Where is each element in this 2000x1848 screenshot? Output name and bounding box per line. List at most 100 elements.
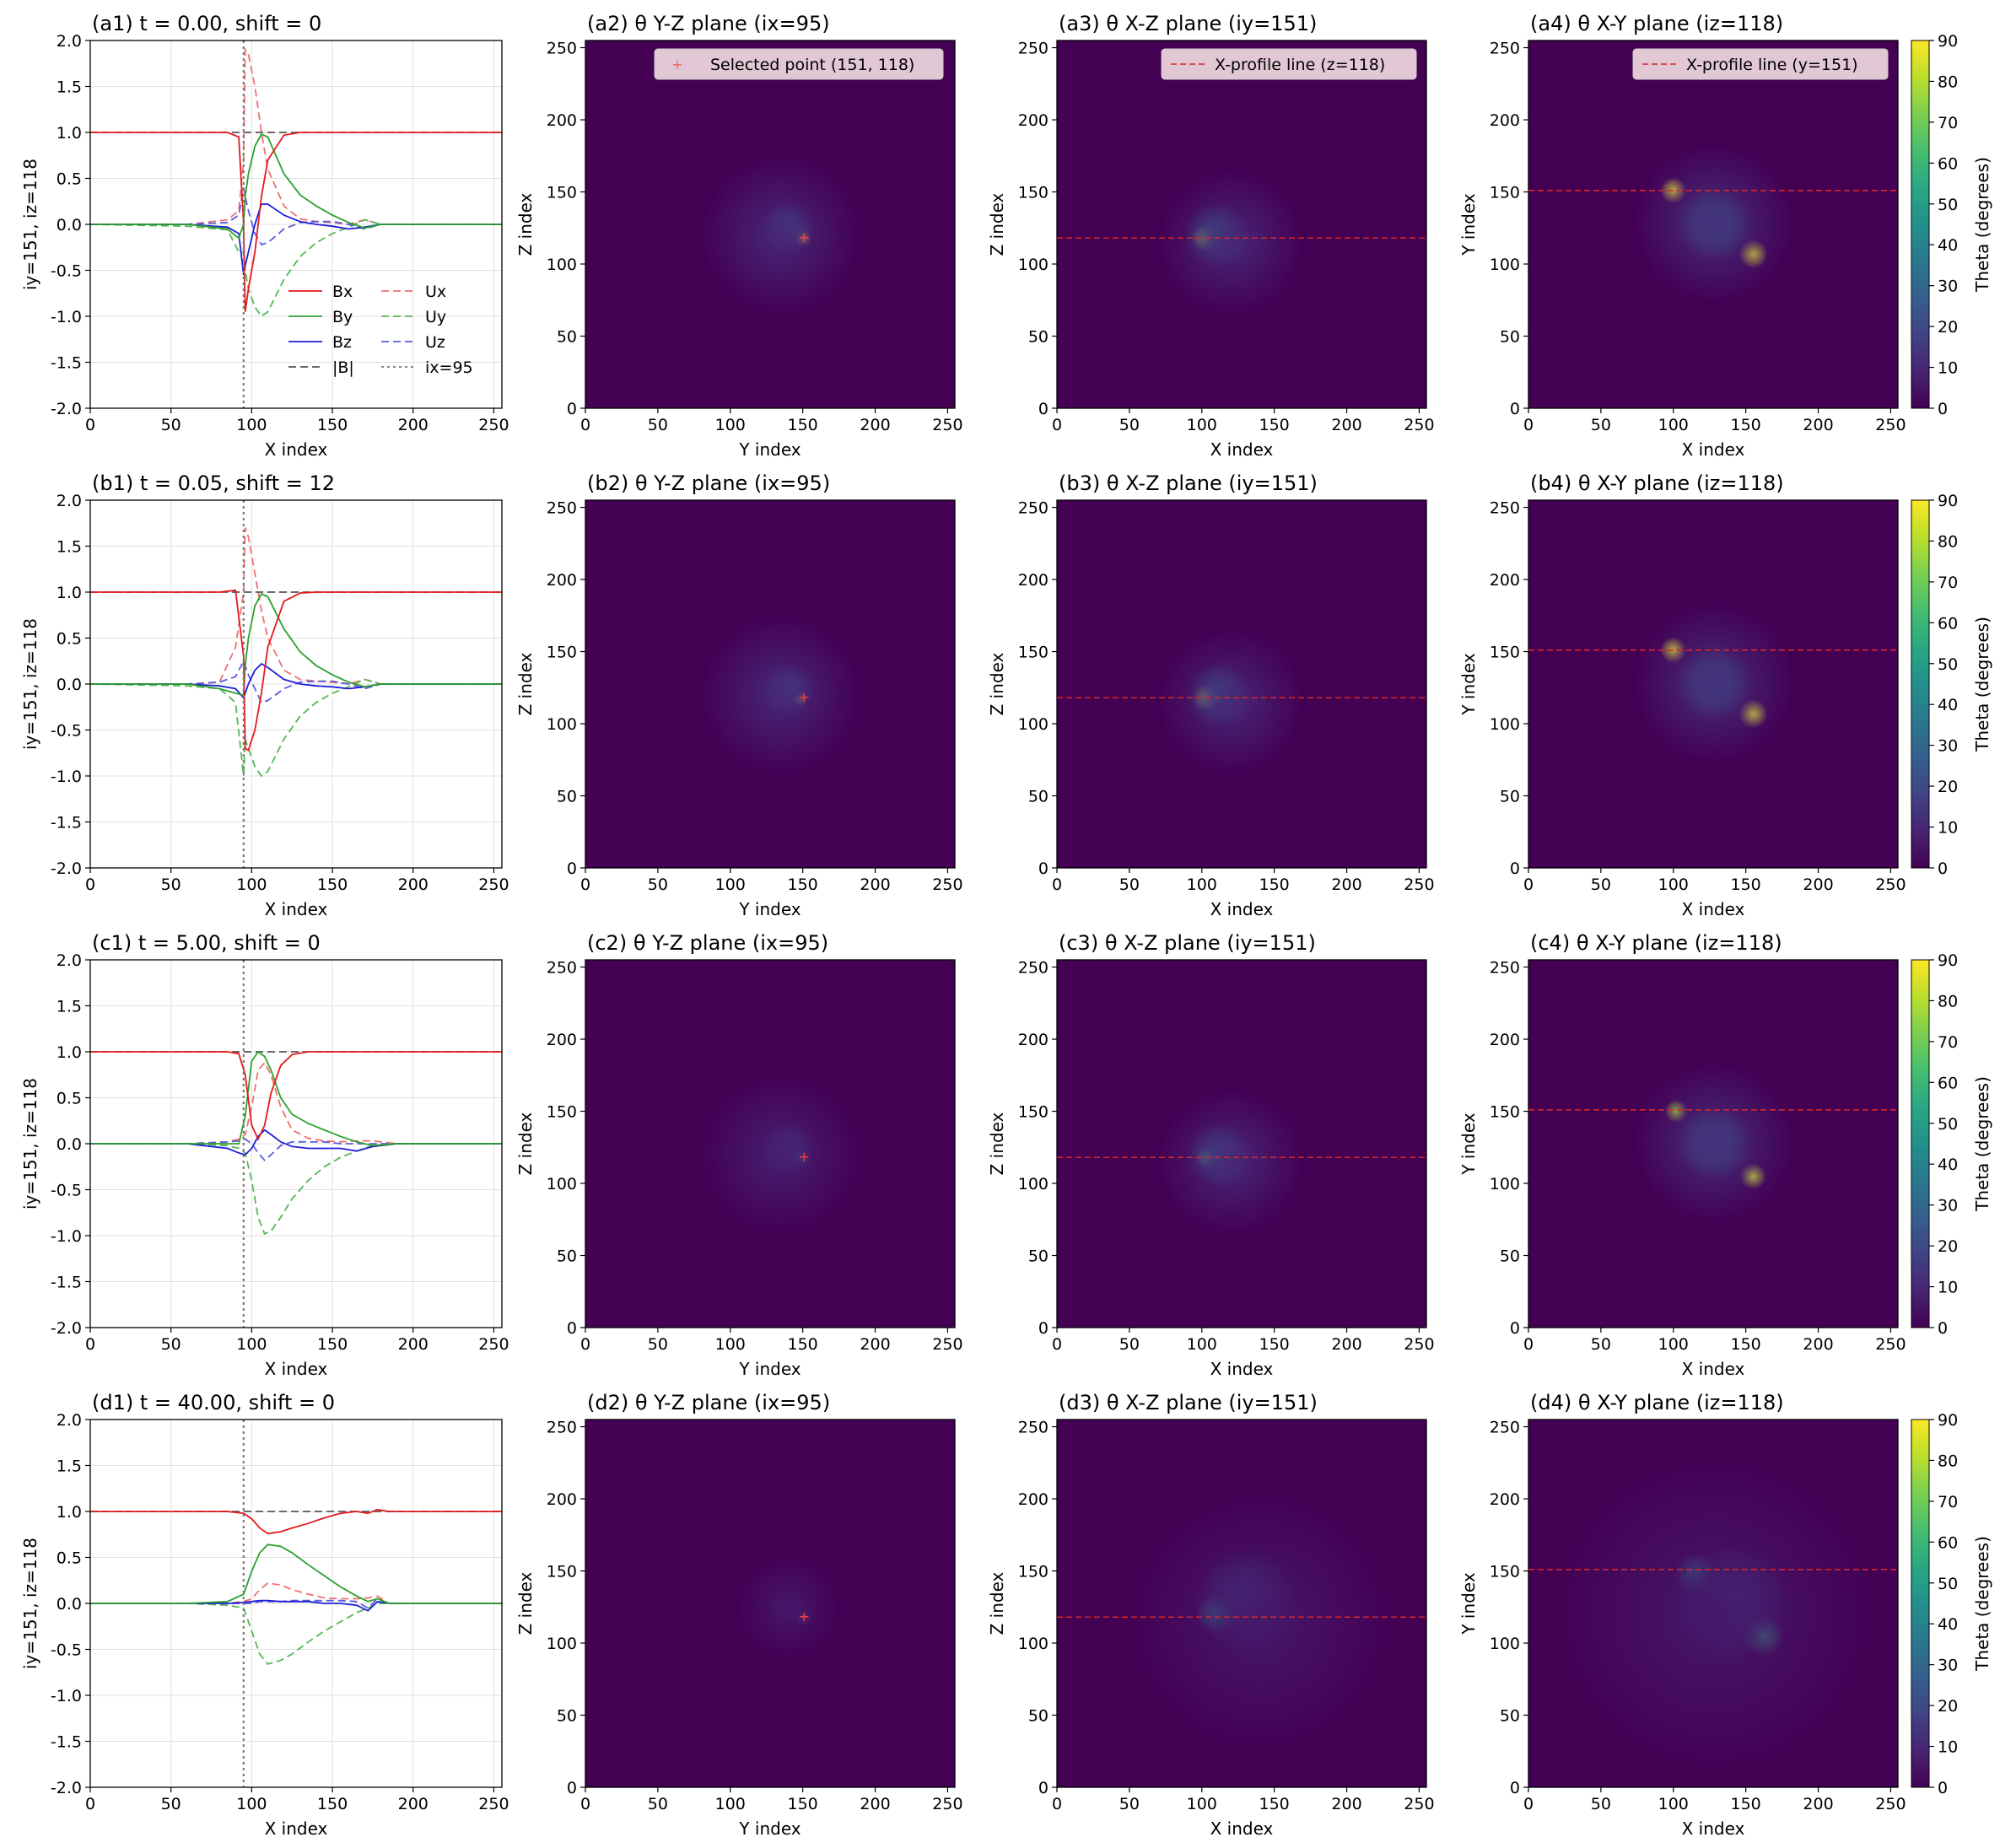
y-tick-label: 50 [557,328,577,347]
series-group [90,1420,502,1787]
x-tick-label: 0 [85,876,95,894]
panel-title: (a4) θ X-Y plane (iz=118) [1530,12,1783,35]
x-tick-label: 0 [580,416,590,434]
y-tick-label: 100 [547,715,577,734]
theta-xy-panel: 0 50 100 150 200 250 0 50 100 150 200 250 (c4) θ X-Y… [1458,931,1906,1379]
x-axis-label: X index [265,1818,328,1839]
y-tick-label: 250 [1018,959,1049,978]
x-tick-label: 250 [478,876,509,894]
series-line-uy [90,218,502,318]
colorbar-tick-label: 40 [1938,236,1958,255]
x-tick-label: 50 [648,1795,668,1813]
heatmap-image [1057,1420,1426,1787]
x-tick-label: 0 [580,876,590,894]
colorbar-tick-label: 10 [1938,1738,1958,1757]
y-tick-label: 150 [1490,184,1520,202]
y-tick-label: 0 [567,400,577,418]
profile-panel: 0 50 100 150 200 250 -2.0 -1.5 -1.0 -0.5 0.0 0.5 1.0… [20,471,509,919]
x-tick-label: 150 [317,876,348,894]
x-tick-label: 100 [1187,416,1217,434]
series-line-bx [90,589,502,752]
x-tick-label: 100 [236,1335,267,1354]
y-axis-label: iy=151, iz=118 [20,618,40,750]
y-tick-label: 250 [1018,1419,1049,1437]
y-tick-label: 50 [1500,788,1520,806]
selected-point-marker: + [799,229,810,245]
legend: X-profile line (z=118) [1161,48,1417,80]
y-tick-label: 100 [1490,1175,1520,1193]
theta-xy-panel: 0 50 100 150 200 250 0 50 100 150 200 250 (b4) θ X-Y… [1458,471,1906,919]
axes-frame [1528,499,1899,869]
y-tick-label: -1.5 [51,1733,82,1752]
x-tick-label: 0 [1523,1335,1534,1354]
y-tick-label: 0 [567,859,577,878]
x-tick-label: 0 [1523,1795,1534,1813]
y-tick-label: 200 [1490,571,1520,590]
colorbar-tick-label: 90 [1938,32,1958,51]
selected-point-marker: + [799,689,810,705]
y-tick-label: -1.5 [51,1274,82,1292]
x-tick-label: 100 [1658,1795,1689,1813]
series-group [90,500,502,868]
x-tick-label: 100 [236,1795,267,1813]
x-tick-label: 250 [932,876,962,894]
x-axis-label: X index [265,439,328,460]
colorbar-tick-label: 40 [1938,1156,1958,1174]
x-tick-label: 200 [398,416,429,434]
x-tick-label: 0 [85,1335,95,1354]
x-tick-label: 50 [161,1795,181,1813]
y-tick-label: -2.0 [51,1319,82,1338]
colorbar-tick-label: 60 [1938,154,1958,173]
y-tick-label: 100 [1490,715,1520,734]
x-tick-label: 200 [1803,416,1833,434]
panel-title: (a3) θ X-Z plane (iy=151) [1059,12,1317,35]
x-tick-label: 200 [860,876,890,894]
colorbar-tick-label: 50 [1938,1115,1958,1134]
heatmap-feature [701,615,861,774]
colorbar-tick-label: 20 [1938,1237,1958,1256]
x-tick-label: 50 [648,1335,668,1354]
panel-title: (c3) θ X-Z plane (iy=151) [1059,931,1316,955]
y-tick-label: 250 [1018,499,1049,518]
heatmap-image [1528,500,1898,868]
x-tick-label: 0 [1052,1795,1062,1813]
x-tick-label: 0 [1523,416,1534,434]
y-axis-label: iy=151, iz=118 [20,1538,40,1669]
heatmap-image [585,500,955,868]
colorbar-tick-label: 50 [1938,1575,1958,1593]
x-tick-label: 250 [932,1795,962,1813]
legend-label-uy: Uy [425,308,446,326]
y-tick-label: 250 [1490,499,1520,518]
y-tick-label: 0 [1510,400,1520,418]
y-tick-label: 0.0 [57,1135,82,1154]
colorbar-tick-label: 10 [1938,359,1958,378]
x-tick-label: 250 [1875,1795,1906,1813]
y-tick-label: 2.0 [57,951,82,970]
colorbar-tick-label: 70 [1938,1033,1958,1052]
y-tick-label: 0 [1038,400,1049,418]
axes-frame [1056,40,1427,409]
y-tick-label: 1.0 [57,1043,82,1062]
x-tick-label: 0 [85,416,95,434]
colorbar-tick-label: 80 [1938,1452,1958,1470]
colorbar-tick-label: 60 [1938,614,1958,633]
series-line-uz [90,187,502,246]
series-line-bz [90,1129,502,1156]
y-axis-label: iy=151, iz=118 [20,1078,40,1210]
x-tick-label: 50 [1119,876,1140,894]
axes-frame [585,499,956,869]
panel-title: (a1) t = 0.00, shift = 0 [92,12,321,35]
panel-title: (c4) θ X-Y plane (iz=118) [1530,931,1782,955]
x-tick-label: 50 [1591,1795,1611,1813]
panel-title: (c1) t = 5.00, shift = 0 [92,931,321,955]
y-tick-label: 100 [1490,1635,1520,1653]
x-tick-label: 250 [1404,1795,1434,1813]
x-tick-label: 100 [715,1335,746,1354]
y-tick-label: 0.0 [57,676,82,694]
legend-label: Selected point (151, 118) [710,56,914,74]
x-tick-label: 100 [715,1795,746,1813]
x-tick-label: 100 [1187,876,1217,894]
x-tick-label: 250 [1404,876,1434,894]
y-tick-label: -1.0 [51,1687,82,1705]
